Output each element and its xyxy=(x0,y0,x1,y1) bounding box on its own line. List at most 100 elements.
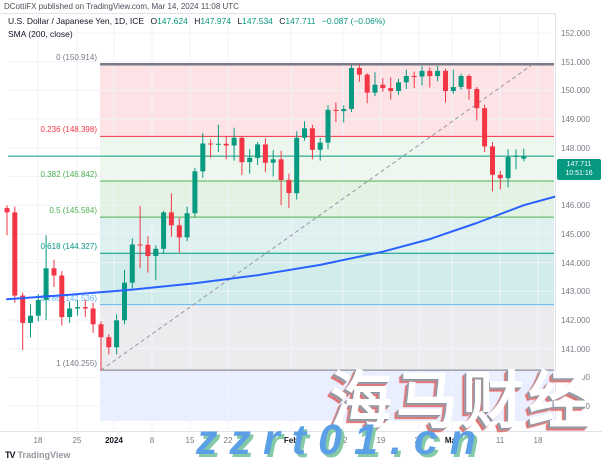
price-tick-label: 151.000 xyxy=(561,58,590,67)
bar-countdown: 10:51:16 xyxy=(565,170,593,177)
candle-body xyxy=(75,307,80,309)
candle-body xyxy=(161,212,167,249)
time-tick-label: Mar xyxy=(444,436,460,445)
high-value: 147.974 xyxy=(200,16,232,26)
last-price-badge: 147.711 10:51:16 xyxy=(557,159,601,180)
candle-body xyxy=(200,143,206,172)
time-axis[interactable]: 18 25 2024 8 15 22 Feb 12 19 26 Mar 11 18 xyxy=(0,431,602,448)
candle-body xyxy=(98,324,104,338)
watermark-cjk: 海马财经 xyxy=(330,367,595,436)
candle-body xyxy=(59,275,65,318)
price-tick-label: 150.000 xyxy=(561,86,590,95)
change-value: −0.087 (−0.06%) xyxy=(321,16,386,26)
time-tick-label: 15 xyxy=(185,436,195,445)
price-tick-label: 152.000 xyxy=(561,29,590,38)
candle-body xyxy=(443,70,448,91)
candle-body xyxy=(474,89,480,109)
candle-body xyxy=(333,109,339,111)
price-tick-label: 140.000 xyxy=(561,373,590,382)
candle-body xyxy=(192,171,198,214)
candle-body xyxy=(521,156,527,159)
fib-band xyxy=(100,370,554,421)
candle-body xyxy=(90,308,96,325)
indicator-label[interactable]: SMA (200, close) xyxy=(8,29,73,39)
candle-body xyxy=(215,143,221,145)
price-tick-label: 149.000 xyxy=(561,115,590,124)
price-tick-label: 148.000 xyxy=(561,144,590,153)
candle-body xyxy=(372,84,378,93)
time-tick-label: 11 xyxy=(495,436,505,445)
time-tick-label: 19 xyxy=(376,436,386,445)
candle-body xyxy=(427,70,433,77)
price-tick-label: 141.000 xyxy=(561,345,590,354)
candle-body xyxy=(35,299,41,316)
copyright-line: DCottiFX published on TradingView.com, M… xyxy=(4,2,239,11)
candle-body xyxy=(403,76,409,83)
candle-body xyxy=(184,213,190,238)
candle-body xyxy=(497,174,503,179)
candle-body xyxy=(380,84,386,89)
candle-body xyxy=(419,70,425,77)
fib-trend-line xyxy=(100,63,534,371)
candle-body xyxy=(4,208,10,213)
candle-body xyxy=(176,225,182,238)
candle-body xyxy=(482,108,488,147)
candle-body xyxy=(12,212,18,296)
candle-body xyxy=(278,159,284,180)
tradingview-logo-text[interactable]: TradingView xyxy=(17,450,71,460)
candle-body xyxy=(513,155,519,157)
price-tick-label: 142.000 xyxy=(561,316,590,325)
candle-body xyxy=(82,307,88,309)
candle-body xyxy=(435,70,441,77)
candle-body xyxy=(20,295,26,323)
price-tick-label: 146.000 xyxy=(561,201,590,210)
time-tick-label: 26 xyxy=(414,436,424,445)
candle-body xyxy=(137,244,143,246)
time-tick-label: 12 xyxy=(338,436,348,445)
chart-legend: U.S. Dollar / Japanese Yen, 1D, ICE O 147… xyxy=(8,16,385,39)
open-label: O xyxy=(150,16,158,26)
candle-body xyxy=(262,144,268,163)
chart-top-border xyxy=(0,13,602,14)
candle-body xyxy=(458,76,464,87)
candle-body xyxy=(247,157,253,163)
last-price-value: 147.711 xyxy=(566,161,592,168)
low-label: L xyxy=(237,16,243,26)
candle-body xyxy=(28,315,33,323)
fib-band xyxy=(100,181,554,218)
price-tick-label: 145.000 xyxy=(561,230,590,239)
candle-body xyxy=(349,68,354,109)
fib-band xyxy=(100,304,554,371)
candle-body xyxy=(411,76,417,77)
price-tick-label: 139.000 xyxy=(561,402,590,411)
candle-body xyxy=(450,87,456,91)
footer-bar: TV TradingView xyxy=(5,450,70,460)
candle-body xyxy=(466,76,472,89)
time-tick-label: 18 xyxy=(33,436,43,445)
symbol-title[interactable]: U.S. Dollar / Japanese Yen, 1D, ICE xyxy=(8,16,145,26)
candle-body xyxy=(231,137,237,146)
price-axis[interactable]: 152.000151.000150.000149.000148.000147.0… xyxy=(555,13,602,431)
close-label: C xyxy=(279,16,286,26)
tradingview-logo-icon[interactable]: TV xyxy=(5,450,15,460)
candle-body xyxy=(270,159,276,163)
candle-body xyxy=(122,282,127,321)
candle-body xyxy=(325,109,331,143)
high-label: H xyxy=(194,16,201,26)
candle-body xyxy=(168,212,174,226)
candle-body xyxy=(364,74,370,93)
time-tick-label: 2024 xyxy=(105,436,123,445)
candle-body xyxy=(145,244,151,256)
fib-band xyxy=(100,253,554,305)
candle-body xyxy=(490,146,495,175)
close-value: 147.711 xyxy=(285,16,316,26)
time-tick-label: Feb xyxy=(283,436,299,445)
candle-body xyxy=(67,308,73,318)
candle-body xyxy=(396,82,401,91)
candle-body xyxy=(129,244,135,283)
candle-body xyxy=(388,88,394,91)
candle-body xyxy=(51,268,57,276)
